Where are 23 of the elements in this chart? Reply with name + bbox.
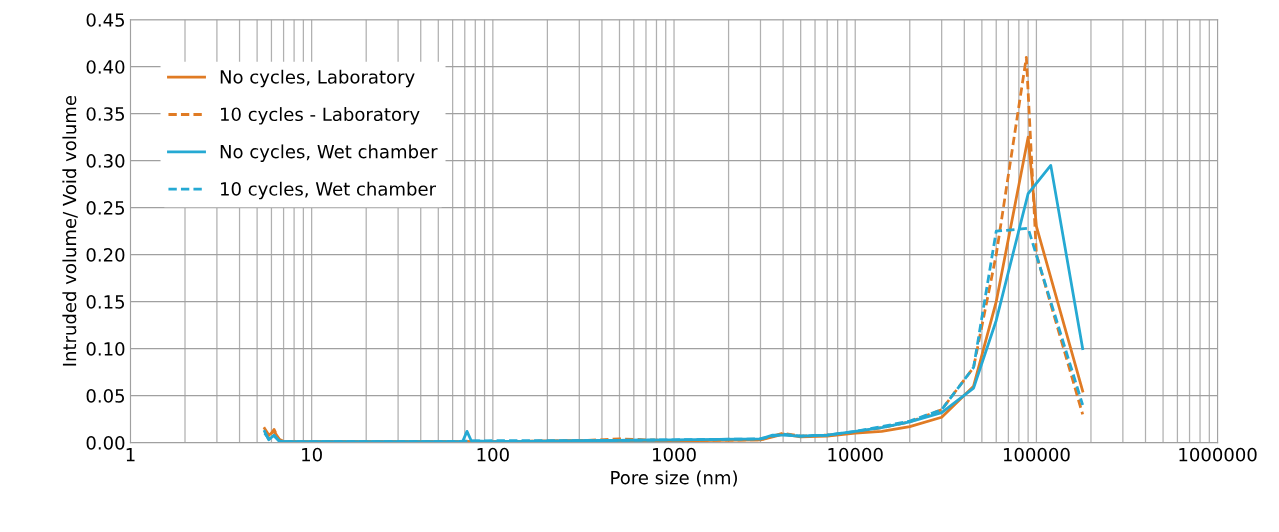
x-tick-label: 100 (477, 447, 509, 462)
y-tick-label: 0.30 (86, 154, 125, 168)
x-axis-title: Pore size (nm) (611, 470, 737, 487)
legend-label: 10 cycles, Wet chamber (220, 181, 436, 200)
legend-label: No cycles, Wet chamber (220, 144, 438, 162)
y-tick-label: 0.35 (86, 107, 125, 121)
y-tick-label: 0.20 (86, 248, 125, 262)
x-tick-label: 100000 (1003, 447, 1070, 462)
y-tick-label: 0.00 (86, 436, 125, 450)
x-tick-label: 1000000 (1179, 447, 1257, 462)
y-tick-label: 0.15 (86, 295, 125, 309)
legend-label: No cycles, Laboratory (220, 69, 415, 88)
y-tick-label: 0.45 (86, 13, 125, 27)
y-tick-label: 0.25 (86, 201, 125, 215)
y-tick-label: 0.10 (86, 342, 125, 356)
x-tick-label: 1 (126, 448, 135, 462)
x-tick-label: 10 (302, 447, 322, 462)
y-axis-title: Intruded volume/ Void volume (62, 95, 78, 366)
x-tick-label: 1000 (653, 447, 696, 462)
legend-label: 10 cycles - Laboratory (220, 107, 420, 125)
x-tick-label: 10000 (828, 447, 883, 462)
y-tick-label: 0.05 (86, 389, 125, 403)
y-tick-label: 0.40 (86, 60, 125, 74)
